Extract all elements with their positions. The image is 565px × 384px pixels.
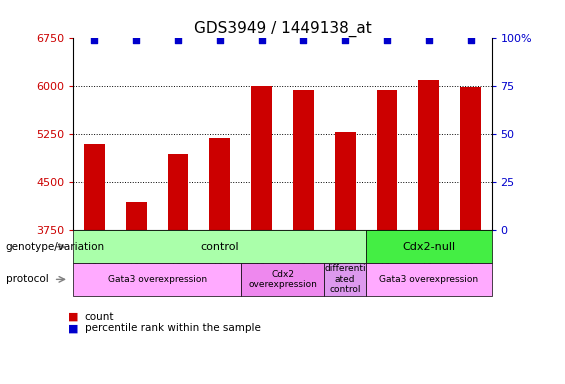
Point (299, 37, 308, 43)
Bar (334, 132, 356, 230)
Bar (251, 86, 272, 230)
Point (383, 37, 392, 43)
Text: genotype/variation: genotype/variation (6, 242, 105, 252)
Bar (460, 87, 481, 230)
Point (132, 37, 141, 43)
Point (257, 37, 266, 43)
Text: differenti
ated
control: differenti ated control (324, 265, 366, 294)
Bar (84, 144, 105, 230)
Point (215, 37, 224, 43)
Title: GDS3949 / 1449138_at: GDS3949 / 1449138_at (194, 21, 371, 37)
Bar (167, 154, 189, 230)
Point (466, 37, 475, 43)
Point (90, 37, 99, 43)
Text: Cdx2
overexpression: Cdx2 overexpression (248, 270, 317, 289)
Point (424, 37, 433, 43)
Text: count: count (85, 312, 114, 322)
Bar (209, 137, 231, 230)
Text: protocol: protocol (6, 274, 49, 285)
Bar (418, 80, 440, 230)
Text: ■: ■ (68, 323, 79, 333)
Point (173, 37, 182, 43)
Text: percentile rank within the sample: percentile rank within the sample (85, 323, 260, 333)
Bar (293, 89, 314, 230)
Text: Gata3 overexpression: Gata3 overexpression (107, 275, 207, 284)
Text: Gata3 overexpression: Gata3 overexpression (379, 275, 479, 284)
Point (341, 37, 350, 43)
Text: control: control (201, 242, 239, 252)
Text: ■: ■ (68, 312, 79, 322)
Bar (377, 89, 398, 230)
Bar (125, 202, 147, 230)
Text: Cdx2-null: Cdx2-null (402, 242, 455, 252)
